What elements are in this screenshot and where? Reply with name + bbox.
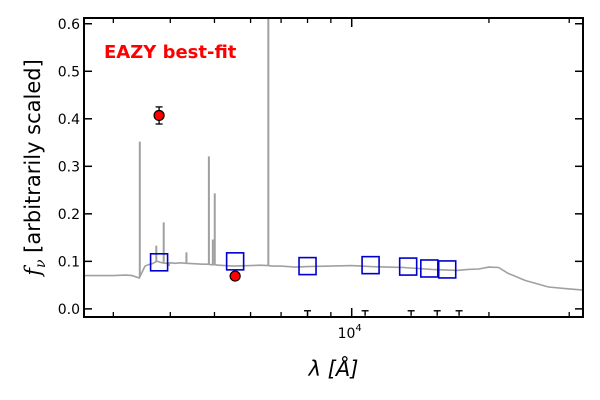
- model-flux-square: [225, 252, 245, 271]
- plot-area: [85, 19, 582, 316]
- y-label-rest: [arbitrarily scaled]: [21, 59, 45, 259]
- y-tick-label: 0.4: [58, 112, 80, 128]
- model-flux-square: [437, 260, 457, 279]
- clipped-series: [85, 19, 582, 291]
- photometry-point: [153, 109, 165, 122]
- x-axis-label-text: λ [Å]: [308, 355, 359, 381]
- y-axis-label-text: fν [arbitrarily scaled]: [21, 59, 49, 278]
- y-label-symbol: f: [21, 265, 45, 278]
- photometry-point: [229, 270, 241, 282]
- y-tick-label: 0.2: [58, 207, 80, 223]
- x-axis-label: λ [Å]: [308, 355, 359, 381]
- model-flux-square: [361, 255, 380, 275]
- y-tick-label: 0.3: [58, 159, 80, 175]
- y-tick-label: 0.6: [58, 17, 80, 33]
- y-tick-label: 0.0: [58, 302, 80, 318]
- model-flux-square: [298, 256, 317, 276]
- annotation-label: EAZY best-fit: [104, 42, 237, 63]
- model-flux-square: [420, 259, 439, 278]
- x-tick-label-base: 10: [338, 326, 356, 342]
- y-tick-label: 0.5: [58, 64, 80, 80]
- x-tick-label: 104: [338, 323, 362, 342]
- axis-ticks: 0.0 0.1 0.2 0.3 0.4 0.5 0.6 104: [58, 17, 582, 342]
- y-label-subscript: ν: [33, 259, 49, 268]
- x-tick-label-exponent: 4: [355, 323, 361, 334]
- axes-frame: [83, 17, 584, 318]
- y-tick-label: 0.1: [58, 254, 80, 270]
- model-flux-square: [149, 253, 169, 272]
- spectrum-line: [85, 260, 582, 291]
- model-flux-square: [398, 257, 418, 276]
- y-axis-label: fν [arbitrarily scaled]: [21, 59, 49, 278]
